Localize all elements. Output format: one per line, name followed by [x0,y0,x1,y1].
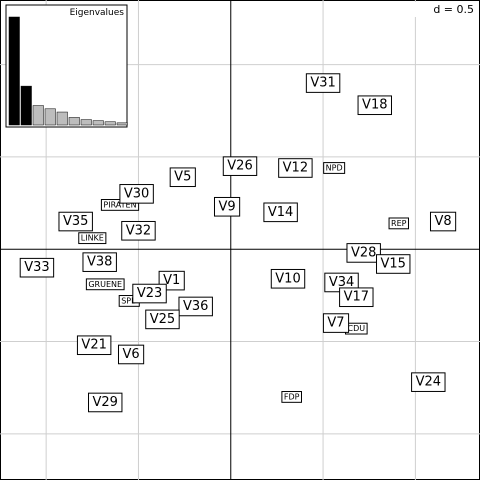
svg-text:V24: V24 [416,375,441,390]
eigenvalue-bar [80,119,92,126]
category-label: REP [388,217,409,230]
svg-text:V36: V36 [183,299,208,314]
svg-text:V35: V35 [63,214,88,229]
scale-indicator: d = 0.5 [402,2,477,17]
variable-label: V30 [119,184,154,204]
variable-label: V38 [82,252,117,272]
variable-label: V33 [19,257,55,278]
eigenvalue-bar [116,122,128,126]
svg-text:V1: V1 [163,273,180,288]
svg-text:LINKE: LINKE [81,234,104,243]
svg-text:GRUENE: GRUENE [88,280,122,289]
svg-text:V34: V34 [329,275,354,290]
svg-text:V5: V5 [174,170,191,185]
svg-text:V14: V14 [268,205,293,220]
variable-label: V21 [76,335,112,356]
svg-text:FDP: FDP [284,392,300,401]
svg-text:SPD: SPD [121,296,137,305]
variable-label: V26 [222,156,258,176]
svg-text:V15: V15 [381,257,406,272]
svg-text:V25: V25 [150,312,175,327]
variable-label: V35 [58,211,93,232]
variable-label: V17 [339,287,374,308]
category-label: GRUENE [85,278,125,291]
variable-label: V36 [178,296,213,317]
variable-label: V7 [322,313,350,333]
svg-text:REP: REP [391,219,407,228]
svg-text:V30: V30 [124,186,149,201]
variable-label: V25 [145,309,180,330]
svg-text:V23: V23 [137,286,162,301]
svg-text:V28: V28 [351,245,376,260]
category-label: FDP [281,391,302,403]
svg-text:V29: V29 [93,395,118,410]
svg-text:V21: V21 [81,338,106,353]
variable-label: V8 [429,211,457,232]
variable-label: V32 [121,220,156,241]
eigenvalues-title: Eigenvalues [70,8,125,18]
eigenvalue-bar [8,16,20,126]
variable-label: V15 [376,254,411,274]
svg-text:V6: V6 [122,347,139,362]
svg-text:V17: V17 [344,290,369,305]
svg-text:V18: V18 [362,98,387,113]
variable-label: V23 [132,283,167,304]
variable-label: V10 [270,268,306,289]
variable-label: V34 [324,272,359,293]
eigenvalue-bar [104,121,116,126]
variable-label: V24 [411,372,446,392]
variable-label: V6 [117,344,145,365]
svg-text:V26: V26 [227,159,252,174]
variable-label: V12 [278,158,313,178]
variable-label: V29 [88,392,123,413]
eigenvalue-bar [56,111,68,126]
svg-text:V32: V32 [126,223,151,238]
svg-text:V38: V38 [87,255,112,270]
eigenvalue-bar [92,120,104,126]
svg-text:V33: V33 [24,260,49,275]
svg-text:V10: V10 [275,271,300,286]
eigenvalue-bar [68,117,80,126]
eigenvalue-bar [32,105,44,126]
eigenvalues-inset: Eigenvalues [5,4,128,128]
variable-label: V18 [357,95,392,116]
variable-labels-layer: V31 V18 V26 V12 V5 V30 V9 V14 V8 V35 V32 V28 V15 V38 V… [19,73,457,413]
variable-label: V28 [346,243,381,263]
svg-text:V12: V12 [283,161,308,176]
svg-text:PIRATEN: PIRATEN [103,200,136,209]
variable-label: V9 [213,196,241,217]
variable-label: V31 [305,73,341,93]
svg-text:NPD: NPD [326,164,343,173]
svg-text:V31: V31 [310,76,335,91]
variable-label: V5 [169,167,196,188]
svg-text:V9: V9 [218,199,235,214]
svg-text:V7: V7 [327,316,344,331]
eigenvalue-bar [20,85,32,126]
variable-label: V14 [263,202,298,223]
scale-label: d = 0.5 [433,3,474,16]
eigenvalue-bar [44,108,56,126]
category-label: NPD [323,162,346,174]
category-label: LINKE [78,232,107,245]
svg-text:CDU: CDU [348,324,366,333]
small-labels-layer: NPD PIRATEN REP LINKE GRUENE SPD CDU FDP [78,162,409,403]
svg-text:V8: V8 [434,214,451,229]
